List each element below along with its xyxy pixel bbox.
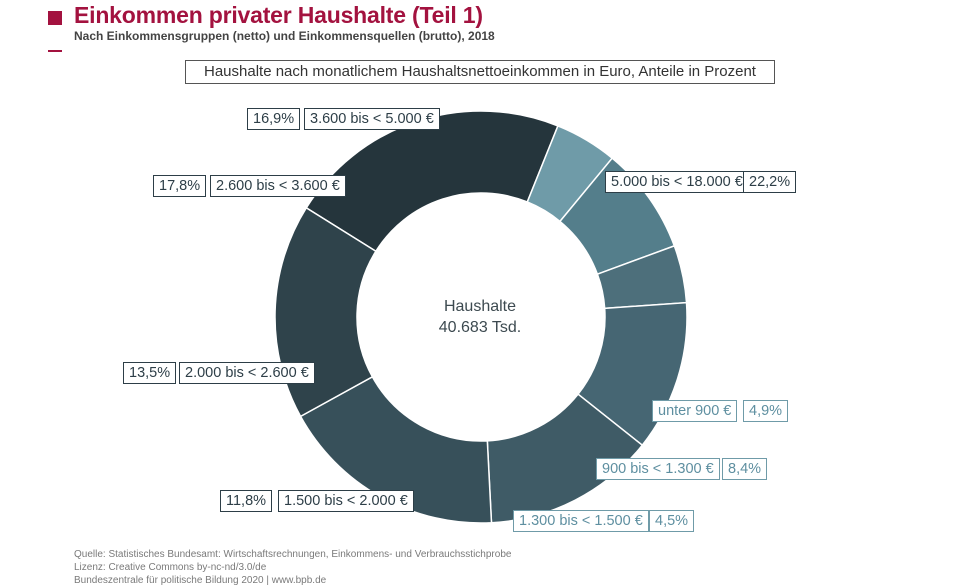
footer-source: Quelle: Statistisches Bundesamt: Wirtsch… bbox=[74, 549, 512, 560]
slice-value-label: 8,4% bbox=[722, 458, 768, 480]
slice-value-label: 22,2% bbox=[743, 171, 797, 193]
slice-category-label: 1.300 bis < 1.500 € bbox=[513, 510, 649, 532]
slice-value-label: 16,9% bbox=[247, 108, 301, 130]
slice-category-label: 5.000 bis < 18.000 € bbox=[605, 171, 749, 193]
slice-value-label: 13,5% bbox=[123, 362, 177, 384]
slice-category-label: unter 900 € bbox=[652, 400, 738, 422]
title-marker-icon bbox=[48, 11, 62, 25]
footer: Quelle: Statistisches Bundesamt: Wirtsch… bbox=[74, 548, 511, 587]
donut-slice bbox=[299, 375, 493, 524]
accent-line bbox=[48, 50, 62, 52]
chart-caption: Haushalte nach monatlichem Haushaltsnett… bbox=[185, 60, 775, 84]
slice-value-label: 4,5% bbox=[649, 510, 695, 532]
donut-slice bbox=[305, 110, 559, 253]
footer-license: Lizenz: Creative Commons by-nc-nd/3.0/de bbox=[74, 562, 267, 573]
donut-center-label: Haushalte 40.683 Tsd. bbox=[380, 296, 580, 338]
slice-value-label: 17,8% bbox=[153, 175, 207, 197]
slice-value-label: 4,9% bbox=[743, 400, 789, 422]
slice-category-label: 1.500 bis < 2.000 € bbox=[278, 490, 414, 512]
slice-category-label: 2.000 bis < 2.600 € bbox=[179, 362, 315, 384]
center-line-1: Haushalte bbox=[443, 298, 517, 315]
slice-category-label: 3.600 bis < 5.000 € bbox=[304, 108, 440, 130]
page-title: Einkommen privater Haushalte (Teil 1) bbox=[74, 2, 483, 28]
slice-category-label: 2.600 bis < 3.600 € bbox=[210, 175, 346, 197]
slice-category-label: 900 bis < 1.300 € bbox=[596, 458, 720, 480]
center-line-2: 40.683 Tsd. bbox=[438, 319, 522, 336]
slice-value-label: 11,8% bbox=[220, 490, 273, 512]
footer-publisher: Bundeszentrale für politische Bildung 20… bbox=[74, 575, 327, 586]
page-subtitle: Nach Einkommensgruppen (netto) und Einko… bbox=[74, 29, 495, 43]
